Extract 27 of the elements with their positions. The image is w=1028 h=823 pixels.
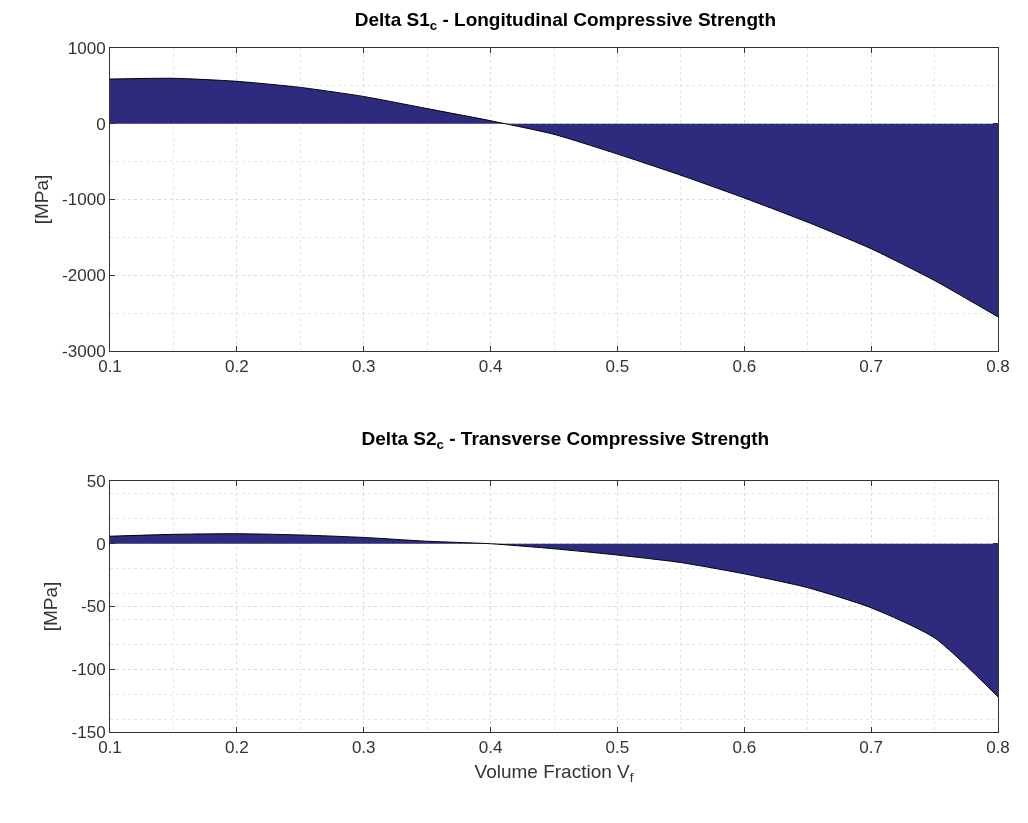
x-tick-label: 0.8 (986, 357, 1010, 377)
chart-title: Delta S1$_{c}$ - Longitudinal Compressive Strength (354, 8, 777, 33)
x-tick-label: 0.6 (732, 738, 757, 758)
y-tick-label: -50 (81, 597, 106, 617)
y-tick-label: -1000 (62, 190, 106, 210)
x-tick-label: 0.2 (225, 738, 249, 758)
y-tick-label: 0 (96, 534, 106, 554)
x-tick-label: 0.4 (478, 357, 503, 377)
x-tick-label: 0.3 (351, 738, 376, 758)
x-tick-label: 0.7 (859, 357, 883, 377)
x-tick-label: 0.5 (605, 357, 630, 377)
x-tick-label: 0.4 (478, 738, 503, 758)
y-axis-title: [MPa] (30, 174, 52, 225)
x-tick-label: 0.7 (859, 738, 883, 758)
y-tick-label: 0 (96, 114, 106, 134)
x-tick-label: 0.5 (605, 738, 630, 758)
x-tick-label: 0.6 (732, 357, 757, 377)
x-tick-label: 0.8 (986, 738, 1010, 758)
y-axis-title: [MPa] (40, 581, 62, 632)
y-tick-label: -2000 (62, 266, 106, 286)
y-tick-label: -100 (71, 660, 106, 680)
y-tick-label: 50 (86, 471, 106, 491)
chart-title: Delta S2$_{c}$ - Transverse Compressive Strength (361, 427, 770, 452)
x-tick-label: 0.2 (225, 357, 249, 377)
x-axis-title: Volume Fraction V$_{f}$ (474, 761, 634, 786)
y-tick-label: 1000 (67, 38, 106, 58)
x-tick-label: 0.3 (351, 357, 376, 377)
